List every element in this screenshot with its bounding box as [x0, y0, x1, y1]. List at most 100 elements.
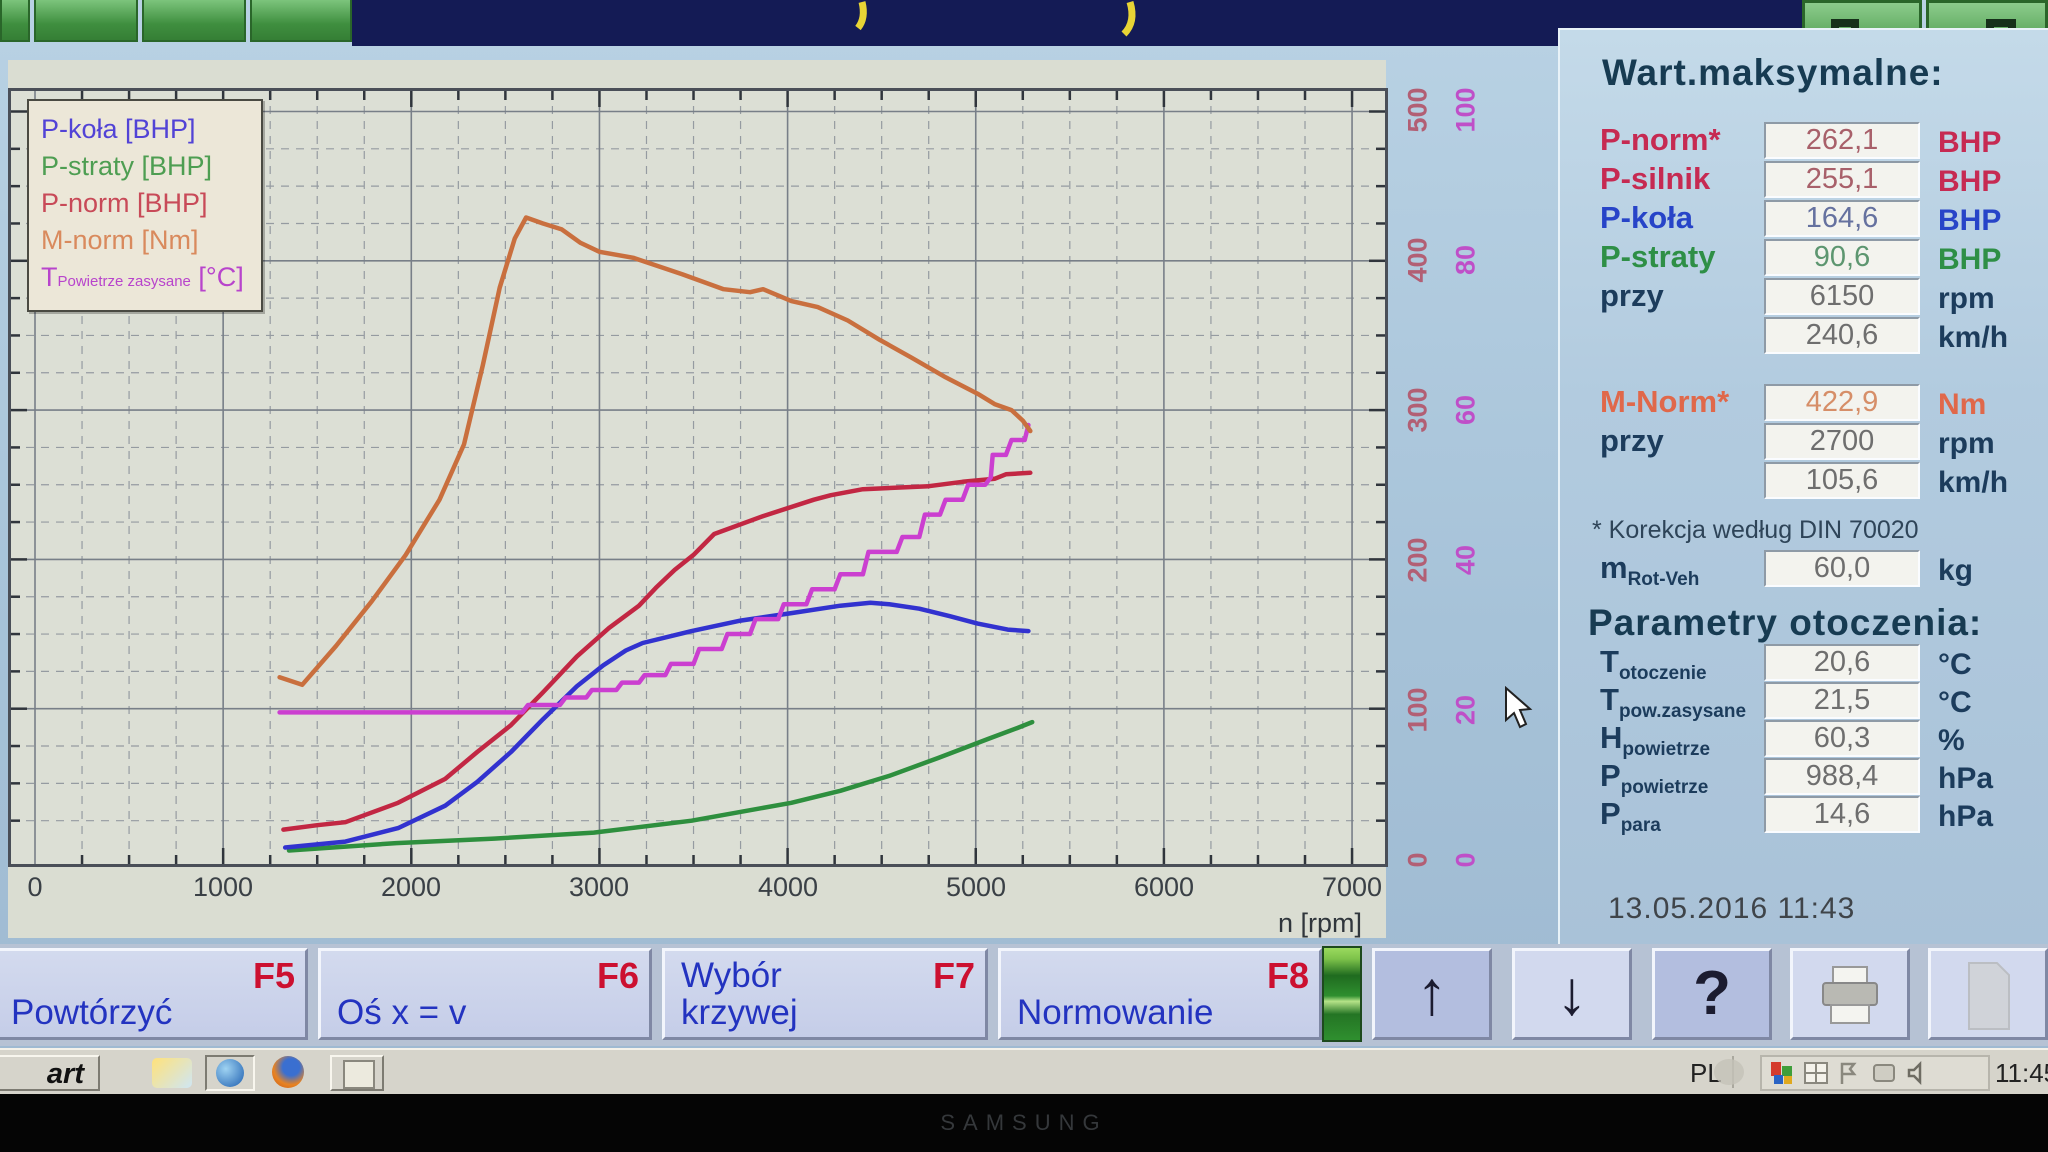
tray-window-icon[interactable]	[1804, 1061, 1828, 1085]
panel-label-T: Totoczenie	[1600, 644, 1707, 685]
dyno-app-screen: P-koła [BHP]P-straty [BHP]P-norm [BHP]M-…	[0, 0, 2048, 1152]
taskbar: art PL	[0, 1048, 2048, 1096]
panel-value: 60,3	[1764, 720, 1920, 757]
panel-label-P: Ppowietrze	[1600, 758, 1708, 799]
panel-unit: °C	[1938, 686, 1972, 720]
arrow-down-icon: ↓	[1515, 951, 1629, 1037]
quicklaunch-folder-icon[interactable]	[152, 1058, 192, 1088]
panel-label-M-Norm*: M-Norm*	[1600, 384, 1729, 420]
arrow-down-button[interactable]: ↓	[1512, 948, 1632, 1040]
fkey-button-f8[interactable]: NormowanieF8	[998, 948, 1322, 1040]
panel-unit: Nm	[1938, 388, 1986, 422]
fkey-button-label: Oś x = v	[337, 994, 466, 1031]
panel-unit: %	[1938, 724, 1965, 758]
quicklaunch-app-icon[interactable]	[330, 1055, 384, 1091]
panel-value: 60,0	[1764, 550, 1920, 587]
panel-unit: rpm	[1938, 427, 1995, 461]
y-left-tick-label: 100	[1403, 687, 1434, 732]
printer-button[interactable]	[1790, 948, 1910, 1040]
x-tick-label: 6000	[1134, 872, 1194, 903]
help-icon: ?	[1655, 951, 1769, 1037]
fkey-label: F7	[933, 955, 975, 997]
panel-unit: rpm	[1938, 282, 1995, 316]
fkey-label: F8	[1267, 955, 1309, 997]
toolbar-button[interactable]	[0, 0, 30, 42]
document-button[interactable]	[1928, 948, 2048, 1040]
panel-value: 240,6	[1764, 317, 1920, 354]
panel-unit: hPa	[1938, 800, 1993, 834]
toolbar-button[interactable]	[250, 0, 352, 42]
y-right-tick-label: 100	[1451, 87, 1482, 132]
arrow-up-button[interactable]: ↑	[1372, 948, 1492, 1040]
panel-value: 262,1	[1764, 122, 1920, 159]
results-panel: Wart.maksymalne: P-norm*262,1BHPP-silnik…	[1558, 28, 2048, 946]
x-tick-label: 1000	[193, 872, 253, 903]
y-left-tick-label: 500	[1403, 87, 1434, 132]
toolbar-button[interactable]	[34, 0, 138, 42]
panel-value: 988,4	[1764, 758, 1920, 795]
panel-label-P-koła: P-koła	[1600, 200, 1693, 236]
toolbar-button[interactable]	[142, 0, 246, 42]
panel-label-przy: przy	[1600, 423, 1664, 459]
panel-label-m: mRot-Veh	[1600, 550, 1699, 591]
panel-label-P-straty: P-straty	[1600, 239, 1715, 275]
panel-unit: hPa	[1938, 762, 1993, 796]
panel-value: 14,6	[1764, 796, 1920, 833]
tray-flag-icon[interactable]	[1838, 1061, 1862, 1085]
monitor-bezel: SAMSUNG	[0, 1094, 2048, 1152]
tray-network-icon[interactable]	[1872, 1061, 1896, 1085]
measurement-datetime: 13.05.2016 11:43	[1608, 892, 1855, 926]
x-tick-label: 5000	[946, 872, 1006, 903]
curve-p-koła	[285, 603, 1028, 848]
y-right-tick-label: 80	[1451, 245, 1482, 275]
y-left-tick-label: 400	[1403, 237, 1434, 282]
panel-value: 2700	[1764, 423, 1920, 460]
fkey-label: F5	[253, 955, 295, 997]
panel-value: 20,6	[1764, 644, 1920, 681]
panel-unit: BHP	[1938, 243, 2001, 277]
tray-hidden-icon[interactable]	[1714, 1059, 1744, 1085]
x-axis-title: n [rpm]	[1278, 908, 1362, 939]
y-right-tick-label: 40	[1451, 545, 1482, 575]
chart-legend: P-koła [BHP]P-straty [BHP]P-norm [BHP]M-…	[27, 99, 263, 312]
curve-m-norm	[280, 218, 1031, 685]
y-left-tick-label: 0	[1403, 852, 1434, 867]
panel-unit: kg	[1938, 554, 1973, 588]
panel-label-przy: przy	[1600, 278, 1664, 314]
tray-color-app-icon[interactable]	[1770, 1061, 1794, 1085]
panel-unit: BHP	[1938, 204, 2001, 238]
fkey-button-f5[interactable]: Powtórzyć F5	[0, 948, 308, 1040]
fkey-button-label: Wybórkrzywej	[681, 957, 798, 1031]
system-tray	[1760, 1055, 1990, 1091]
panel-unit: °C	[1938, 648, 1972, 682]
help-button[interactable]: ?	[1652, 948, 1772, 1040]
y-axis-tick-labels: 5004003002001000100806040200	[1390, 60, 1510, 940]
title-text-fragment	[852, 0, 1652, 46]
y-left-tick-label: 300	[1403, 387, 1434, 432]
quicklaunch-thunderbird-icon[interactable]	[205, 1055, 255, 1091]
fkey-button-label: Powtórzyć	[11, 994, 172, 1031]
start-button[interactable]: art	[0, 1055, 100, 1091]
chart-panel: P-koła [BHP]P-straty [BHP]P-norm [BHP]M-…	[8, 60, 1386, 938]
quicklaunch-firefox-icon[interactable]	[272, 1056, 304, 1088]
panel-value: 164,6	[1764, 200, 1920, 237]
y-left-tick-label: 200	[1403, 537, 1434, 582]
panel-label-H: Hpowietrze	[1600, 720, 1710, 761]
y-right-tick-label: 20	[1451, 695, 1482, 725]
panel-label-P-norm*: P-norm*	[1600, 122, 1721, 158]
panel-value: 21,5	[1764, 682, 1920, 719]
x-tick-label: 0	[27, 872, 42, 903]
x-axis-tick-labels: 01000200030004000500060007000	[8, 872, 1382, 906]
x-tick-label: 3000	[569, 872, 629, 903]
panel-label-P: Ppara	[1600, 796, 1661, 837]
document-icon	[1953, 959, 2023, 1033]
curve-t-powietrze-zasysane	[280, 425, 1029, 712]
panel-unit: km/h	[1938, 466, 2008, 500]
speaker-icon[interactable]	[1906, 1061, 1930, 1085]
panel-unit: BHP	[1938, 126, 2001, 160]
start-button-label: art	[47, 1058, 84, 1091]
load-indicator	[1322, 946, 1362, 1042]
fkey-button-f7[interactable]: Wybórkrzywej F7	[662, 948, 988, 1040]
fkey-button-f6[interactable]: Oś x = vF6	[318, 948, 652, 1040]
clock[interactable]: 11:45	[1995, 1058, 2048, 1089]
